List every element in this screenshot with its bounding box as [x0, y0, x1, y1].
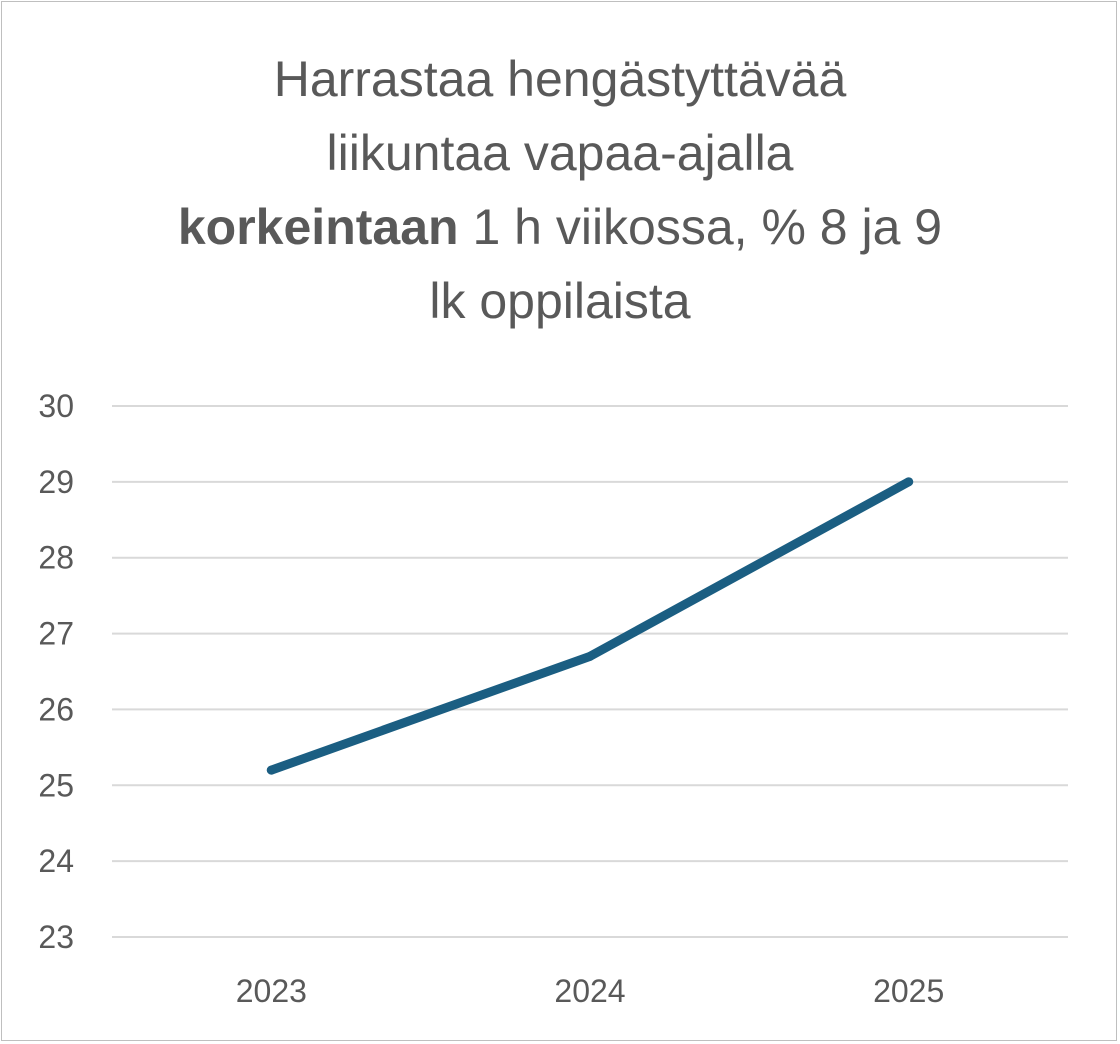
title-line-1-text: Harrastaa hengästyttävää: [273, 51, 847, 107]
data-point-2025: [904, 477, 914, 487]
title-line-2-text: liikuntaa vapaa-ajalla: [326, 125, 794, 181]
y-tick-label-29: 29: [38, 464, 74, 500]
title-line-3-bold: korkeintaan: [177, 199, 459, 255]
x-axis-labels: 2023 2024 2025: [236, 973, 945, 1009]
data-point-2023: [266, 765, 276, 775]
y-axis-labels: 23 24 25 26 27 28 29 30: [38, 388, 74, 955]
chart-title: Harrastaa hengästyttävää liikuntaa vapaa…: [0, 42, 1120, 338]
title-line-4-text: lk oppilaista: [429, 273, 691, 329]
y-tick-label-27: 27: [38, 616, 74, 652]
data-point-2024: [585, 651, 595, 661]
series-layer: [266, 477, 914, 775]
x-tick-label-2023: 2023: [236, 973, 307, 1009]
gridlines: [112, 405, 1068, 938]
title-line-3-text: 1 h viikossa, % 8 ja 9: [458, 199, 943, 255]
title-line-4: lk oppilaista: [0, 264, 1120, 338]
title-line-2: liikuntaa vapaa-ajalla: [0, 116, 1120, 190]
y-tick-label-28: 28: [38, 540, 74, 576]
y-tick-label-25: 25: [38, 767, 74, 803]
x-tick-label-2025: 2025: [873, 973, 944, 1009]
y-tick-label-26: 26: [38, 691, 74, 727]
y-tick-label-30: 30: [38, 388, 74, 424]
series-line-1: [266, 477, 914, 775]
y-tick-label-23: 23: [38, 919, 74, 955]
y-tick-label-24: 24: [38, 843, 74, 879]
x-tick-label-2024: 2024: [554, 973, 625, 1009]
title-line-1: Harrastaa hengästyttävää: [0, 42, 1120, 116]
title-line-3: korkeintaan 1 h viikossa, % 8 ja 9: [0, 190, 1120, 264]
